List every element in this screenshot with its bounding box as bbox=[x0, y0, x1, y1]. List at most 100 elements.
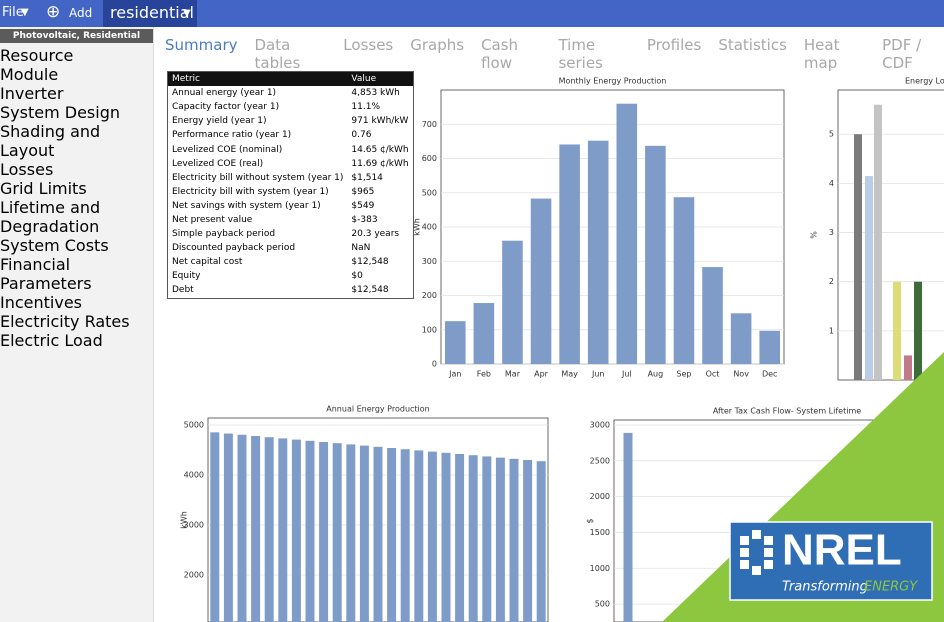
sidebar-item[interactable]: Module bbox=[0, 65, 59, 84]
bar bbox=[455, 454, 465, 622]
bar bbox=[373, 446, 383, 622]
bar bbox=[914, 281, 922, 380]
y-tick-label: 2 bbox=[829, 277, 834, 286]
x-tick-label: Nov bbox=[733, 370, 749, 379]
table-row: Simple payback period 20.3 years bbox=[168, 227, 414, 241]
table-cell: $12,548 bbox=[351, 257, 389, 268]
sidebar-item[interactable]: Grid Limits bbox=[0, 179, 87, 198]
tab[interactable]: Time series bbox=[558, 36, 603, 72]
sidebar-item[interactable]: Electricity Rates bbox=[0, 312, 130, 331]
table-cell: 14.65 ¢/kWh bbox=[351, 144, 409, 155]
bar bbox=[854, 134, 862, 380]
y-tick-label: 1 bbox=[829, 326, 834, 335]
tab[interactable]: Profiles bbox=[646, 36, 702, 54]
bar bbox=[482, 456, 492, 622]
bar bbox=[445, 321, 466, 364]
case-tab[interactable]: residential ▼ bbox=[103, 0, 197, 27]
tab[interactable]: Statistics bbox=[718, 36, 787, 54]
bar bbox=[759, 330, 780, 364]
sidebar-item[interactable]: System Design bbox=[0, 103, 120, 122]
sidebar-item[interactable]: Financial Parameters bbox=[0, 255, 92, 293]
y-tick-label: 600 bbox=[422, 154, 437, 163]
sidebar: Photovoltaic, Residential Location and R… bbox=[0, 27, 154, 622]
add-button[interactable]: Add bbox=[69, 6, 93, 20]
x-tick-label: Sep bbox=[676, 370, 691, 379]
case-name[interactable]: residential bbox=[110, 3, 194, 22]
tab[interactable]: Graphs bbox=[410, 36, 465, 54]
sidebar-item[interactable]: System Costs bbox=[0, 236, 109, 255]
table-cell: 0.76 bbox=[351, 130, 372, 141]
bar bbox=[502, 240, 523, 364]
table-cell: Equity bbox=[172, 271, 201, 282]
bar bbox=[319, 442, 329, 622]
y-axis-label: % bbox=[810, 231, 819, 239]
tab[interactable]: Data tables bbox=[254, 36, 301, 72]
bar bbox=[509, 458, 519, 622]
bar bbox=[702, 267, 723, 364]
table-cell: Net savings with system (year 1) bbox=[172, 200, 321, 211]
add-icon[interactable]: ⊕ bbox=[46, 2, 61, 22]
table-cell: $549 bbox=[351, 200, 375, 211]
sidebar-item[interactable]: Electric Load bbox=[0, 331, 103, 350]
bar bbox=[536, 461, 546, 622]
y-tick-label: 700 bbox=[422, 120, 437, 129]
x-tick-label: May bbox=[561, 370, 578, 379]
bar bbox=[874, 104, 882, 381]
table-cell: Electricity bill with system (year 1) bbox=[172, 186, 329, 197]
bar bbox=[264, 437, 274, 622]
tab[interactable]: Cash flow bbox=[481, 36, 519, 72]
logo-icon-square bbox=[740, 548, 749, 557]
table-cell: Performance ratio (year 1) bbox=[172, 130, 292, 141]
chart-title: Annual Energy Production bbox=[326, 405, 429, 414]
chart-title: Energy Lo bbox=[905, 77, 944, 86]
bar bbox=[251, 436, 261, 622]
logo-tagline: Transforming bbox=[782, 580, 868, 595]
bar bbox=[530, 198, 552, 364]
table-cell: 971 kWh/kW bbox=[351, 116, 409, 127]
tab[interactable]: Summary bbox=[165, 36, 238, 54]
tab[interactable]: Losses bbox=[343, 36, 394, 54]
plot-area bbox=[837, 89, 944, 381]
sidebar-item[interactable]: Lifetime and Degradation bbox=[0, 198, 101, 236]
header-cell: Metric bbox=[167, 71, 348, 87]
table-cell: Levelized COE (nominal) bbox=[172, 144, 283, 155]
table-cell: $12,548 bbox=[351, 285, 389, 296]
table-row: Electricity bill without system (year 1)… bbox=[168, 171, 414, 185]
y-tick-label: 100 bbox=[422, 325, 437, 334]
file-caret: ▼ bbox=[21, 7, 29, 18]
table-row: Equity $0 bbox=[168, 269, 414, 283]
metrics-table: Metric Value Annual energy (year 1) 4,853 k… bbox=[167, 71, 414, 299]
table-cell: Energy yield (year 1) bbox=[172, 116, 267, 127]
y-tick-label: 5 bbox=[829, 130, 834, 139]
y-tick-label: 5000 bbox=[184, 421, 204, 430]
sidebar-item[interactable]: Incentives bbox=[0, 293, 83, 312]
bar bbox=[237, 434, 247, 622]
y-tick-label: 4 bbox=[829, 179, 834, 188]
y-tick-label: 2000 bbox=[590, 492, 610, 501]
tab[interactable]: PDF / CDF bbox=[882, 36, 922, 72]
bar bbox=[468, 455, 478, 622]
sidebar-item[interactable]: Losses bbox=[0, 160, 54, 179]
bar bbox=[616, 103, 638, 364]
x-tick-label: Aug bbox=[648, 370, 664, 379]
bar bbox=[346, 444, 356, 622]
tab[interactable]: Heat map bbox=[803, 36, 840, 72]
bar bbox=[559, 144, 580, 364]
bar bbox=[291, 439, 301, 622]
bar bbox=[523, 460, 533, 622]
bar bbox=[645, 145, 666, 364]
sidebar-item[interactable]: Shading and Layout bbox=[0, 122, 101, 160]
sidebar-item[interactable]: Inverter bbox=[0, 84, 64, 103]
table-row: Net savings with system (year 1) $549 bbox=[168, 199, 414, 213]
logo-icon-square bbox=[764, 536, 773, 545]
table-row: Capacity factor (year 1) 11.1% bbox=[168, 100, 414, 114]
logo-tagline-accent: ENERGY bbox=[864, 580, 918, 595]
bar bbox=[359, 445, 369, 622]
table-cell: Debt bbox=[172, 285, 194, 296]
y-tick-label: 3000 bbox=[184, 521, 204, 530]
file-menu[interactable]: File bbox=[2, 5, 24, 20]
logo-icon-square bbox=[752, 530, 761, 539]
logo-name: NREL bbox=[782, 526, 902, 575]
table-cell: Capacity factor (year 1) bbox=[172, 102, 280, 113]
